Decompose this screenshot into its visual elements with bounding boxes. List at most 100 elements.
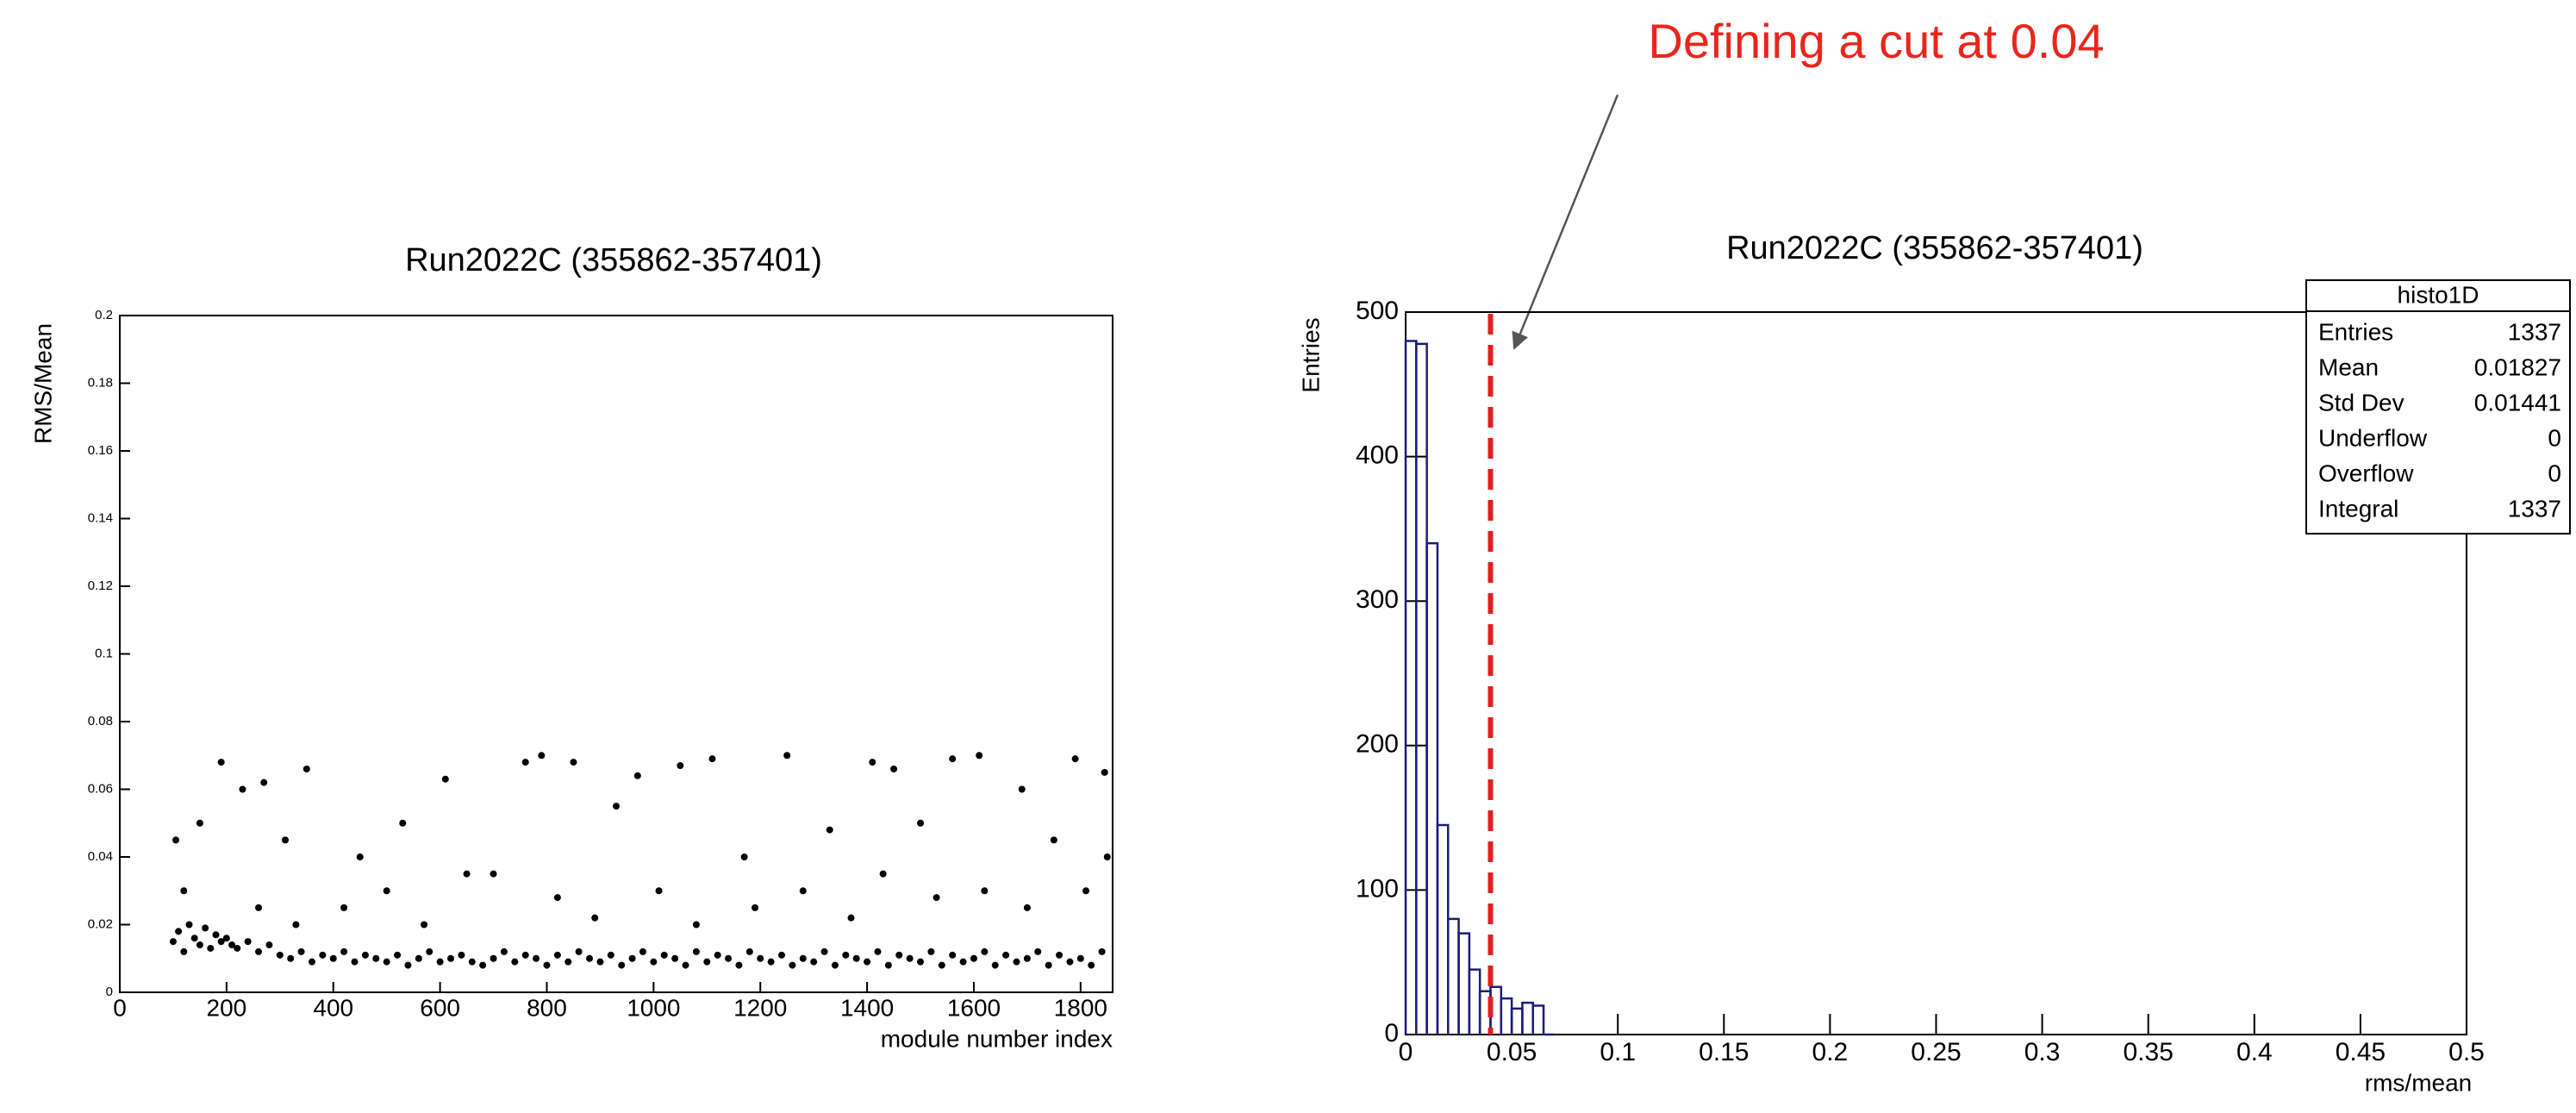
scatter-point <box>1076 954 1084 962</box>
scatter-point <box>255 947 263 955</box>
y-tick-label: 200 <box>1356 730 1399 759</box>
scatter-point <box>1088 961 1095 969</box>
scatter-point <box>906 954 914 962</box>
y-tick-label: 0.04 <box>88 849 113 864</box>
scatter-point <box>1045 961 1052 969</box>
scatter-point <box>468 958 476 966</box>
chart-title: Run2022C (355862-357401) <box>405 242 822 278</box>
scatter-point <box>234 944 241 952</box>
y-tick-label: 0.02 <box>88 916 113 931</box>
scatter-point <box>399 819 407 827</box>
scatter-point <box>372 954 380 962</box>
scatter-point <box>303 765 310 772</box>
scatter-point <box>1023 904 1031 911</box>
stats-label: Integral <box>2318 495 2398 522</box>
scatter-point <box>820 947 828 955</box>
scatter-point <box>981 887 989 895</box>
stats-value: 0.01827 <box>2474 353 2561 380</box>
x-tick-label: 1800 <box>1054 994 1107 1021</box>
scatter-point <box>415 954 422 962</box>
scatter-point <box>708 755 716 763</box>
scatter-point <box>553 951 561 959</box>
scatter-point <box>789 961 796 969</box>
scatter-point <box>682 961 689 969</box>
histogram-bin <box>1425 541 1439 1035</box>
scatter-point <box>196 819 203 827</box>
scatter-point <box>852 954 860 962</box>
scatter-point <box>703 958 711 966</box>
scatter-point <box>340 947 348 955</box>
y-axis-label: Entries <box>1297 317 1324 392</box>
x-tick-label: 0.35 <box>2124 1038 2174 1066</box>
scatter-point <box>767 958 775 966</box>
scatter-point <box>276 951 284 959</box>
chart-title: Run2022C (355862-357401) <box>1726 230 2143 266</box>
x-tick-label: 0.45 <box>2336 1038 2386 1066</box>
scatter-point <box>596 958 604 966</box>
y-tick-label: 0.08 <box>88 714 113 728</box>
scatter-point <box>917 819 925 827</box>
scatter-point <box>265 941 273 949</box>
histogram-bin <box>1404 340 1418 1035</box>
scatter-point <box>222 935 230 942</box>
x-tick-label: 0.15 <box>1699 1038 1749 1066</box>
scatter-point <box>292 921 300 929</box>
scatter-point <box>810 958 818 966</box>
scatter-point <box>991 961 999 969</box>
scatter-point <box>570 759 577 766</box>
stats-value: 0 <box>2548 460 2561 486</box>
x-axis-label: rms/mean <box>2365 1069 2472 1096</box>
y-tick-label: 0.14 <box>88 510 113 525</box>
scatter-point <box>752 904 759 911</box>
scatter-point <box>660 951 668 959</box>
y-tick-label: 300 <box>1356 585 1399 614</box>
scatter-point <box>447 954 454 962</box>
x-tick-label: 400 <box>313 994 353 1021</box>
scatter-point <box>1056 951 1063 959</box>
annotation: Defining a cut at 0.04 <box>1648 14 2104 68</box>
scatter-point <box>1050 836 1057 844</box>
scatter-point <box>639 947 646 955</box>
x-tick-label: 0.1 <box>1600 1038 1636 1066</box>
stats-value: 0 <box>2548 424 2561 451</box>
x-tick-label: 0.5 <box>2448 1038 2485 1066</box>
plot-frame <box>119 315 1113 993</box>
scatter-point <box>575 947 583 955</box>
scatter-point <box>180 887 188 895</box>
scatter-point <box>959 958 967 966</box>
scatter-point <box>436 958 444 966</box>
scatter-point <box>714 951 721 959</box>
scatter-point <box>976 752 983 760</box>
stats-value: 1337 <box>2508 495 2561 522</box>
scatter-point <box>874 947 882 955</box>
scatter-point <box>927 947 935 955</box>
x-tick-label: 200 <box>207 994 247 1021</box>
scatter-point <box>319 951 327 959</box>
stats-label: Std Dev <box>2318 389 2404 416</box>
x-tick-label: 1600 <box>947 994 1001 1021</box>
scatter-point <box>172 836 180 844</box>
scatter-point <box>533 954 540 962</box>
scatter-point <box>586 954 594 962</box>
scatter-point <box>692 921 700 929</box>
scatter-point <box>671 954 679 962</box>
histogram-bin <box>1415 342 1428 1035</box>
y-tick-label: 100 <box>1356 874 1399 903</box>
scatter-point <box>1071 755 1079 763</box>
scatter-point <box>1098 947 1106 955</box>
x-axis-label: module number index <box>881 1025 1113 1052</box>
x-tick-label: 0.25 <box>1911 1038 1961 1066</box>
scatter-point <box>1002 951 1010 959</box>
scatter-point <box>799 954 807 962</box>
scatter-point <box>725 954 733 962</box>
scatter-point <box>490 870 497 878</box>
scatter-point <box>426 947 433 955</box>
scatter-point <box>463 870 471 878</box>
scatter-point <box>628 954 636 962</box>
y-tick-label: 0.06 <box>88 781 113 796</box>
histogram-bin <box>1457 932 1471 1035</box>
scatter-point <box>757 954 764 962</box>
scatter-point <box>340 904 348 911</box>
scatter-point <box>591 914 599 922</box>
